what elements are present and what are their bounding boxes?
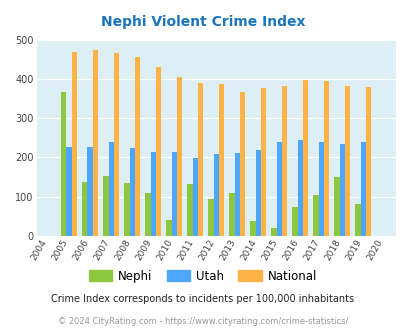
Bar	[339, 144, 344, 236]
Bar	[360, 143, 365, 236]
Bar	[354, 204, 360, 236]
Bar	[234, 153, 239, 236]
Bar	[323, 81, 328, 236]
Bar	[292, 207, 297, 236]
Bar	[108, 143, 113, 236]
Bar	[302, 80, 307, 236]
Bar	[66, 147, 72, 236]
Bar	[176, 77, 181, 236]
Bar	[197, 83, 202, 236]
Text: © 2024 CityRating.com - https://www.cityrating.com/crime-statistics/: © 2024 CityRating.com - https://www.city…	[58, 317, 347, 326]
Bar	[260, 88, 265, 236]
Bar	[92, 50, 98, 236]
Bar	[334, 177, 339, 236]
Bar	[82, 182, 87, 236]
Bar	[365, 87, 370, 236]
Bar	[250, 221, 255, 236]
Bar	[113, 52, 119, 236]
Bar	[124, 183, 129, 236]
Bar	[208, 199, 213, 236]
Bar	[344, 86, 349, 236]
Bar	[271, 228, 276, 236]
Bar	[61, 92, 66, 236]
Bar	[150, 152, 156, 236]
Bar	[87, 147, 92, 236]
Bar	[239, 92, 245, 236]
Bar	[166, 220, 171, 236]
Legend: Nephi, Utah, National: Nephi, Utah, National	[84, 265, 321, 287]
Bar	[72, 52, 77, 236]
Text: Nephi Violent Crime Index: Nephi Violent Crime Index	[100, 15, 305, 29]
Bar	[103, 176, 108, 236]
Bar	[276, 143, 281, 236]
Bar	[218, 83, 224, 236]
Bar	[229, 193, 234, 236]
Text: Crime Index corresponds to incidents per 100,000 inhabitants: Crime Index corresponds to incidents per…	[51, 294, 354, 304]
Bar	[313, 195, 318, 236]
Bar	[213, 154, 218, 236]
Bar	[187, 184, 192, 236]
Bar	[171, 152, 176, 236]
Bar	[318, 142, 323, 236]
Bar	[281, 85, 286, 236]
Bar	[134, 57, 140, 236]
Bar	[192, 158, 197, 236]
Bar	[129, 148, 134, 236]
Bar	[145, 193, 150, 236]
Bar	[156, 67, 161, 236]
Bar	[255, 150, 260, 236]
Bar	[297, 140, 302, 236]
